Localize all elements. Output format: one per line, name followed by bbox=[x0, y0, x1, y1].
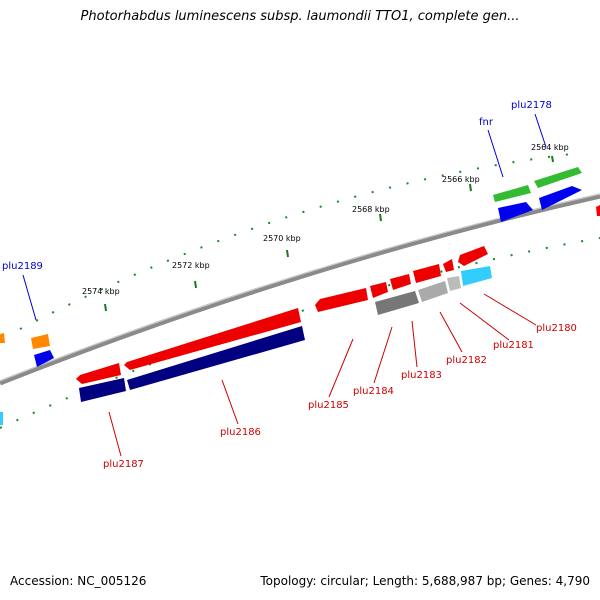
gene-label-plu2178[interactable]: plu2178 bbox=[511, 100, 552, 111]
gene-label-plu2185[interactable]: plu2185 bbox=[308, 400, 349, 411]
gene-feature-plu2181[interactable] bbox=[443, 259, 454, 272]
gene-feature-plu2180[interactable] bbox=[458, 246, 488, 266]
kbp-label-2564: 2564 kbp bbox=[531, 143, 569, 152]
gene-feature-cyan[interactable] bbox=[461, 266, 492, 286]
gene-label-plu2184[interactable]: plu2184 bbox=[353, 386, 394, 397]
gene-feature-plu2189-blue[interactable] bbox=[34, 350, 54, 367]
gene-feature-plu2182[interactable] bbox=[413, 264, 441, 283]
kbp-label-2574: 2574 kbp bbox=[82, 287, 120, 296]
gene-label-plu2189[interactable]: plu2189 bbox=[2, 261, 43, 272]
gene-feature-red-edge[interactable] bbox=[596, 205, 600, 216]
gene-feature-plu2189-orange[interactable] bbox=[31, 334, 50, 349]
genome-stats: Topology: circular; Length: 5,688,987 bp… bbox=[260, 574, 590, 588]
kbp-label-2572: 2572 kbp bbox=[172, 261, 210, 270]
gene-feature-gray-3[interactable] bbox=[375, 291, 419, 315]
gene-label-plu2186[interactable]: plu2186 bbox=[220, 427, 261, 438]
gene-feature-blue-2[interactable] bbox=[498, 202, 533, 222]
gene-feature-gray-1[interactable] bbox=[447, 276, 461, 291]
outer-major-ticks bbox=[104, 155, 554, 312]
kbp-label-2570: 2570 kbp bbox=[263, 234, 301, 243]
accession-info: Accession: NC_005126 bbox=[10, 574, 147, 588]
gene-label-plu2180[interactable]: plu2180 bbox=[536, 323, 577, 334]
gene-feature-blue-1[interactable] bbox=[539, 186, 582, 210]
kbp-label-2568: 2568 kbp bbox=[352, 205, 390, 214]
gene-feature-plu2185[interactable] bbox=[315, 288, 368, 312]
gene-label-plu2181[interactable]: plu2181 bbox=[493, 340, 534, 351]
map-title: Photorhabdus luminescens subsp. laumondi… bbox=[80, 9, 520, 24]
gene-feature-gray-2[interactable] bbox=[418, 281, 448, 302]
gene-label-plu2183[interactable]: plu2183 bbox=[401, 370, 442, 381]
gene-feature-green-2[interactable] bbox=[493, 185, 531, 202]
label-leader-lines bbox=[22, 113, 547, 457]
gene-feature-left-edge-orange[interactable] bbox=[0, 333, 5, 343]
gene-label-plu2187[interactable]: plu2187 bbox=[103, 459, 144, 470]
gene-feature-plu2187-reverse[interactable] bbox=[79, 378, 126, 402]
gene-feature-left-edge-cyan[interactable] bbox=[0, 412, 3, 425]
gene-feature-plu2186-forward[interactable] bbox=[124, 308, 301, 370]
gene-feature-plu2183[interactable] bbox=[390, 274, 411, 290]
gene-feature-plu2184[interactable] bbox=[370, 282, 388, 298]
kbp-label-2566: 2566 kbp bbox=[442, 175, 480, 184]
gene-label-fnr[interactable]: fnr bbox=[479, 117, 494, 128]
gene-label-plu2182[interactable]: plu2182 bbox=[446, 355, 487, 366]
gene-feature-plu2187-forward[interactable] bbox=[76, 363, 121, 384]
gene-feature-green-1[interactable] bbox=[534, 167, 582, 188]
gene-feature-plu2186-reverse[interactable] bbox=[127, 326, 305, 390]
